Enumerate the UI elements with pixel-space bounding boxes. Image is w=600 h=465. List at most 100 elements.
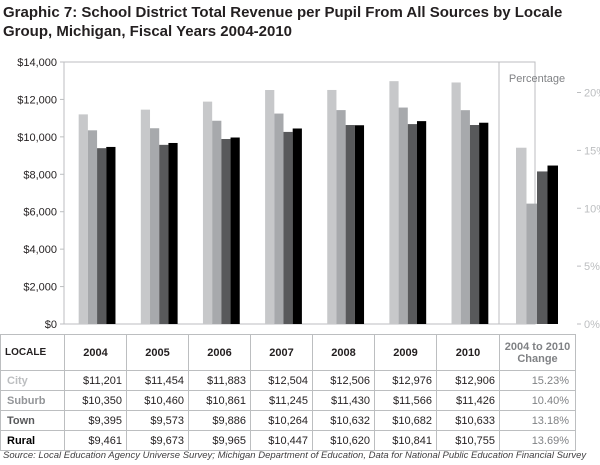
pct-bar-town bbox=[537, 171, 548, 324]
y-axis: $0 $2,000 $4,000 $6,000 $8,000 $10,000 $12,000… bbox=[17, 57, 64, 331]
locale-cell: Town bbox=[0, 410, 65, 431]
pct-bar-suburb bbox=[526, 203, 537, 324]
pct-tick-label: 5% bbox=[584, 261, 600, 273]
bar-town-2007 bbox=[283, 131, 293, 324]
y-tick-label: $8,000 bbox=[23, 169, 57, 181]
value-cell: $11,566 bbox=[374, 390, 437, 411]
value-cell: $10,861 bbox=[188, 390, 251, 411]
year-header: 2004 bbox=[64, 334, 127, 371]
pct-bar-rural bbox=[547, 165, 558, 324]
pct-panel-title: Percentage bbox=[509, 73, 565, 85]
year-header: 2010 bbox=[436, 334, 500, 371]
bar-town-2005 bbox=[159, 144, 169, 324]
locale-cell: City bbox=[0, 370, 65, 391]
bars bbox=[78, 81, 489, 325]
value-cell: $10,350 bbox=[64, 390, 127, 411]
value-cell: $11,245 bbox=[250, 390, 313, 411]
value-cell: $10,460 bbox=[126, 390, 189, 411]
value-cell: $12,976 bbox=[374, 370, 437, 391]
value-cell: $10,632 bbox=[312, 410, 375, 431]
table-row: Rural $9,461 $9,673 $9,965 $10,447 $10,620 $10… bbox=[0, 430, 576, 451]
value-cell: $10,755 bbox=[436, 430, 500, 451]
bar-city-2007 bbox=[265, 89, 275, 324]
locale-cell: Suburb bbox=[0, 390, 65, 411]
value-cell: $11,454 bbox=[126, 370, 189, 391]
bar-rural-2010 bbox=[479, 122, 489, 324]
bar-rural-2007 bbox=[292, 128, 302, 324]
bar-suburb-2007 bbox=[274, 113, 284, 324]
value-cell: $10,633 bbox=[436, 410, 500, 431]
value-cell: $10,841 bbox=[374, 430, 437, 451]
bar-rural-2004 bbox=[106, 146, 116, 324]
table-header-row: LOCALE 2004 2005 2006 2007 2008 2009 201… bbox=[0, 334, 576, 371]
bar-suburb-2006 bbox=[212, 120, 222, 324]
chart-title: Graphic 7: School District Total Revenue… bbox=[3, 4, 563, 40]
value-cell: $11,201 bbox=[64, 370, 127, 391]
value-cell: $11,426 bbox=[436, 390, 500, 411]
y-tick-label: $14,000 bbox=[17, 57, 57, 69]
value-cell: $11,430 bbox=[312, 390, 375, 411]
change-cell: 13.18% bbox=[499, 410, 576, 431]
bar-rural-2009 bbox=[416, 121, 427, 324]
pct-tick-label: 0% bbox=[584, 319, 600, 331]
value-cell: $10,682 bbox=[374, 410, 437, 431]
bar-town-2004 bbox=[97, 148, 107, 324]
year-header: 2008 bbox=[312, 334, 375, 371]
pct-bar-city bbox=[516, 147, 527, 324]
value-cell: $12,506 bbox=[312, 370, 375, 391]
change-cell: 15.23% bbox=[499, 370, 576, 391]
bar-town-2010 bbox=[469, 125, 480, 324]
value-cell: $9,965 bbox=[188, 430, 251, 451]
year-header: 2006 bbox=[188, 334, 251, 371]
y-tick-label: $2,000 bbox=[23, 282, 57, 294]
bar-city-2008 bbox=[327, 89, 337, 325]
value-cell: $9,395 bbox=[64, 410, 127, 431]
pct-tick-label: 15% bbox=[584, 145, 600, 157]
year-header: 2007 bbox=[250, 334, 313, 371]
value-cell: $10,447 bbox=[250, 430, 313, 451]
bar-city-2009 bbox=[389, 81, 399, 325]
table-row: Town $9,395 $9,573 $9,886 $10,264 $10,632 $10,… bbox=[0, 410, 576, 431]
bar-suburb-2010 bbox=[460, 110, 470, 325]
value-cell: $11,883 bbox=[188, 370, 251, 391]
change-header: 2004 to 2010 Change bbox=[499, 334, 576, 371]
value-cell: $12,504 bbox=[250, 370, 313, 391]
value-cell: $9,573 bbox=[126, 410, 189, 431]
value-cell: $10,620 bbox=[312, 430, 375, 451]
y-tick-label: $10,000 bbox=[17, 132, 57, 144]
value-cell: $9,673 bbox=[126, 430, 189, 451]
pct-tick-label: 20% bbox=[584, 88, 600, 100]
pct-tick-label: 10% bbox=[584, 203, 600, 215]
bar-city-2010 bbox=[451, 82, 461, 325]
locale-header: LOCALE bbox=[0, 334, 65, 371]
bar-suburb-2005 bbox=[150, 128, 160, 324]
bar-rural-2006 bbox=[230, 137, 240, 324]
value-cell: $9,886 bbox=[188, 410, 251, 431]
value-cell: $12,906 bbox=[436, 370, 500, 391]
bar-suburb-2008 bbox=[336, 110, 346, 325]
bar-suburb-2004 bbox=[87, 130, 98, 324]
bar-rural-2008 bbox=[354, 125, 365, 324]
y-tick-label: $6,000 bbox=[23, 207, 57, 219]
bar-city-2006 bbox=[202, 101, 213, 325]
value-cell: $9,461 bbox=[64, 430, 127, 451]
pct-axis: 0% 5% 10% 15% 20% bbox=[577, 88, 600, 331]
value-cell: $10,264 bbox=[250, 410, 313, 431]
y-tick-label: $4,000 bbox=[23, 244, 57, 256]
bar-city-2005 bbox=[140, 109, 151, 324]
bar-town-2008 bbox=[345, 125, 355, 324]
year-header: 2005 bbox=[126, 334, 189, 371]
pct-bars bbox=[516, 147, 558, 324]
change-cell: 13.69% bbox=[499, 430, 576, 451]
change-cell: 10.40% bbox=[499, 390, 576, 411]
bar-rural-2005 bbox=[168, 142, 178, 324]
bar-town-2006 bbox=[221, 138, 231, 324]
locale-cell: Rural bbox=[0, 430, 65, 451]
year-header: 2009 bbox=[374, 334, 437, 371]
bar-town-2009 bbox=[407, 124, 417, 325]
source-note: Source: Local Education Agency Universe … bbox=[3, 450, 587, 461]
bar-city-2004 bbox=[78, 114, 88, 324]
y-tick-label: $12,000 bbox=[17, 94, 57, 106]
data-table: LOCALE 2004 2005 2006 2007 2008 2009 201… bbox=[0, 334, 576, 451]
y-tick-label: $0 bbox=[45, 319, 57, 331]
